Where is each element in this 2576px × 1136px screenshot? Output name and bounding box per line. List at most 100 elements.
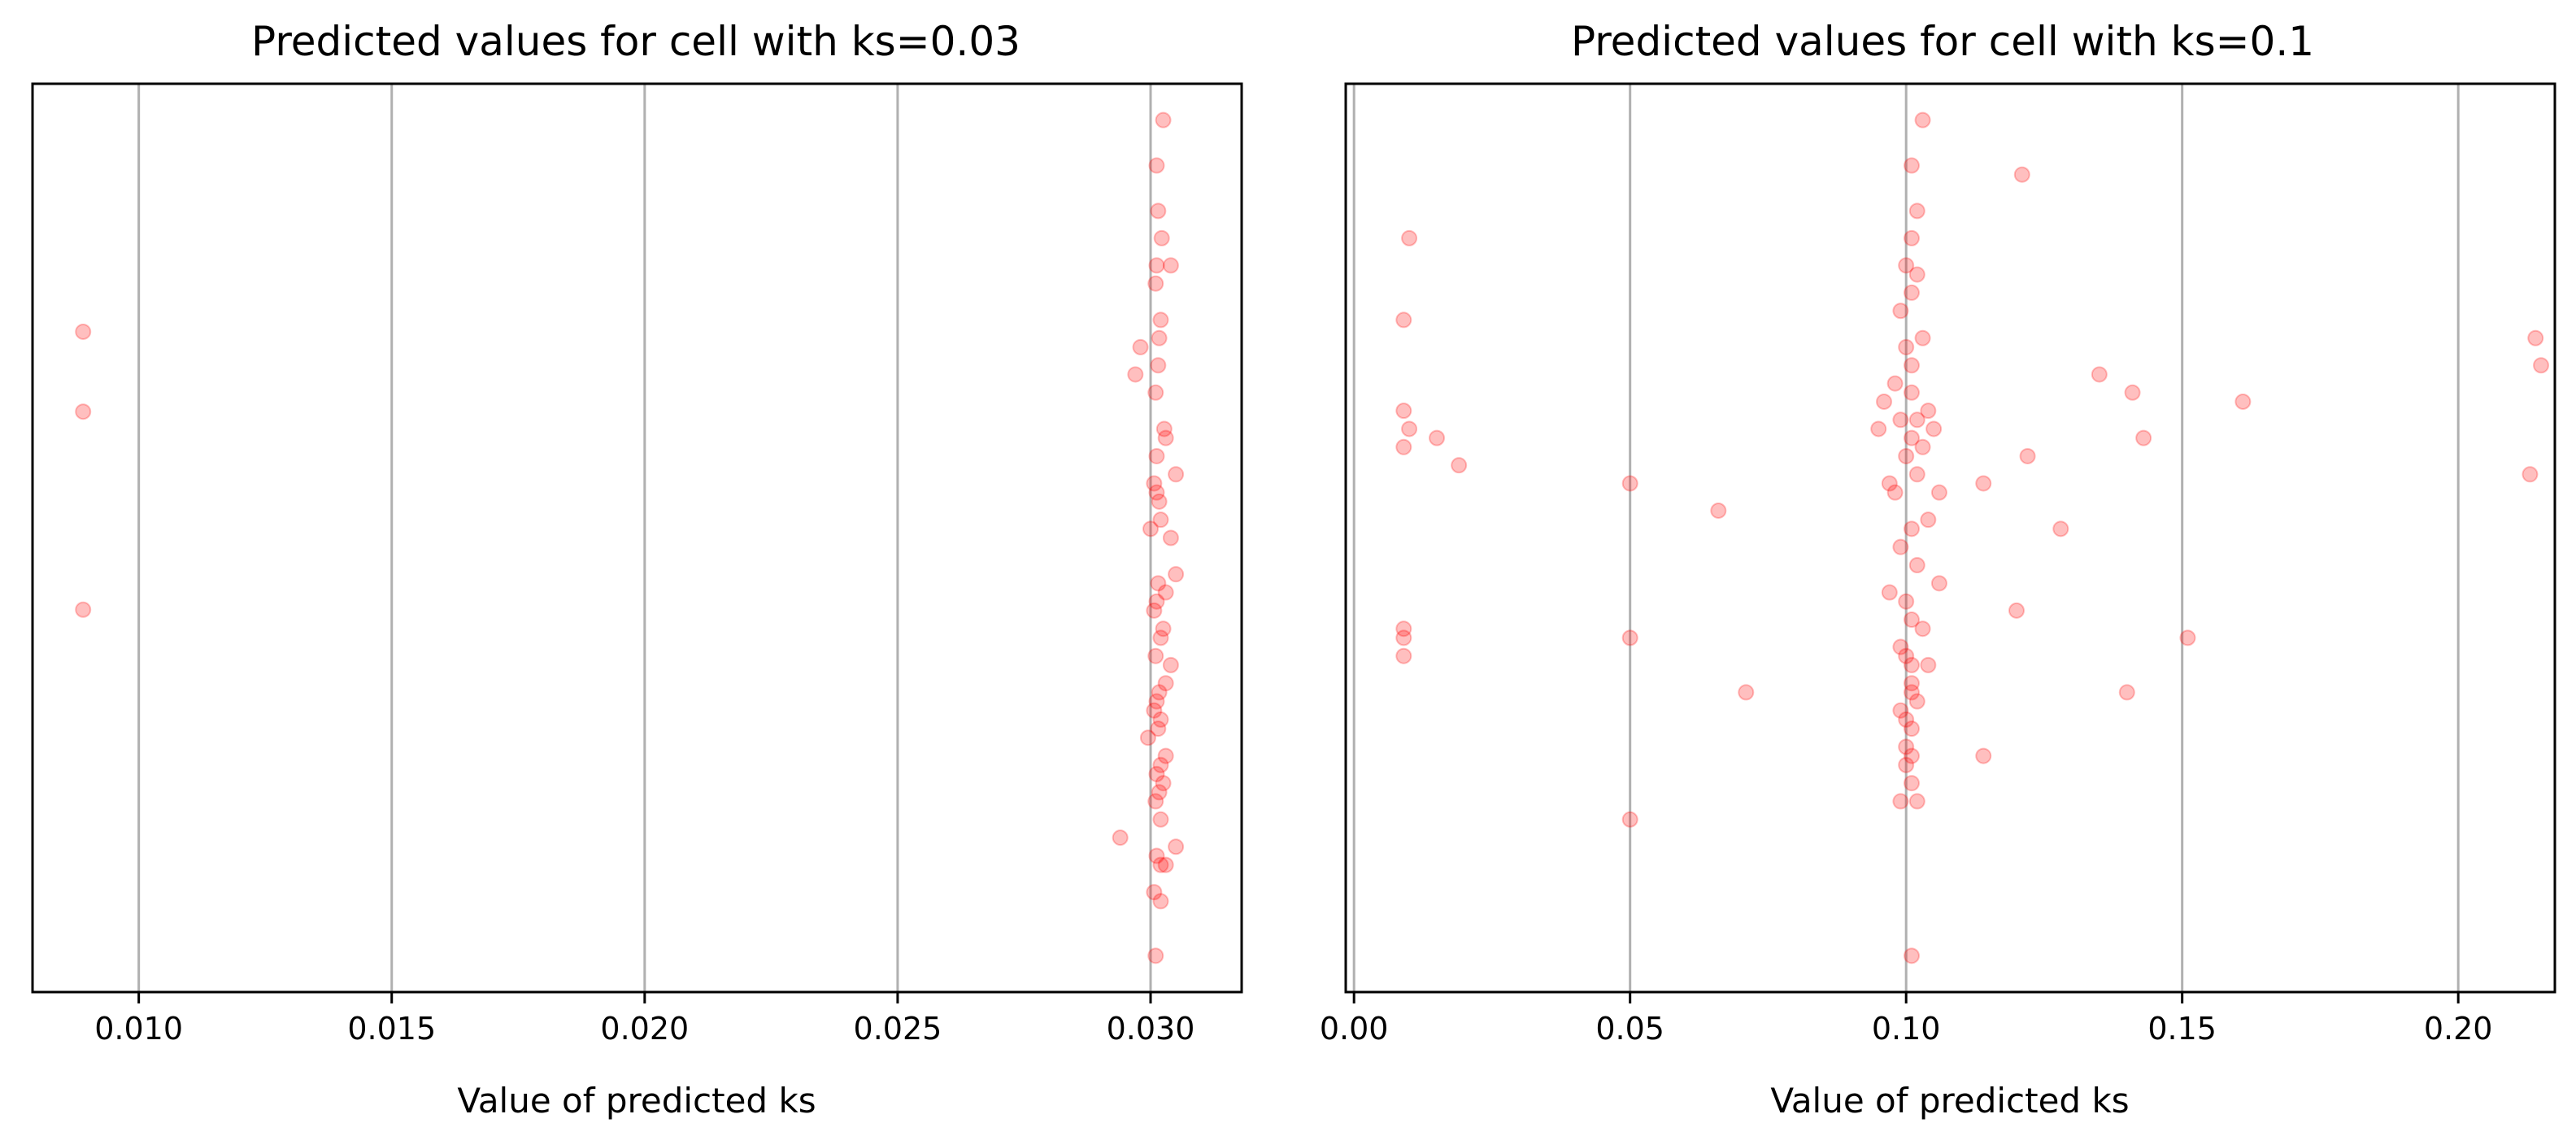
chart-right: Predicted values for cell with ks=0.1 0.… xyxy=(1320,18,2556,1121)
data-point xyxy=(1920,403,1937,420)
data-point xyxy=(1914,620,1931,638)
data-point xyxy=(1908,466,1925,483)
data-point xyxy=(2527,329,2544,346)
chart-right-title: Predicted values for cell with ks=0.1 xyxy=(1571,18,2314,65)
data-point xyxy=(2013,166,2030,183)
x-tick-label: 0.20 xyxy=(2424,1011,2493,1047)
chart-right-xticks: 0.00 0.05 0.10 0.15 0.20 xyxy=(1320,992,2493,1047)
data-point xyxy=(1152,711,1169,728)
x-tick-label: 0.15 xyxy=(2147,1011,2217,1047)
data-point xyxy=(1621,811,1638,828)
data-point xyxy=(1152,893,1169,910)
data-point xyxy=(1710,502,1727,519)
data-point xyxy=(1930,575,1947,592)
data-point xyxy=(1401,420,1418,437)
data-point xyxy=(1876,393,1893,410)
data-point xyxy=(1892,793,1909,810)
data-point xyxy=(1903,656,1920,673)
data-point xyxy=(1920,511,1937,529)
data-point xyxy=(1886,375,1904,392)
data-point xyxy=(1155,775,1172,792)
data-point xyxy=(2118,684,2135,701)
data-point xyxy=(1898,257,1915,274)
data-point xyxy=(1908,693,1925,710)
data-point xyxy=(1395,647,1412,664)
chart-left-grid xyxy=(137,84,1152,992)
data-point xyxy=(1150,720,1167,738)
data-point xyxy=(1738,684,1755,701)
data-point xyxy=(1914,111,1931,128)
chart-left-xticks: 0.010 0.015 0.020 0.025 0.030 xyxy=(94,992,1194,1047)
data-point xyxy=(1914,438,1931,455)
data-point xyxy=(1147,384,1164,401)
data-point xyxy=(1151,784,1168,801)
data-point xyxy=(1930,484,1947,501)
data-point xyxy=(1155,420,1173,437)
data-point xyxy=(1148,847,1165,864)
x-tick-label: 0.015 xyxy=(347,1011,436,1047)
data-point xyxy=(1903,775,1920,792)
data-point xyxy=(1395,311,1412,329)
data-point xyxy=(1892,411,1909,429)
data-point xyxy=(1153,229,1170,246)
data-point xyxy=(1168,466,1185,483)
data-point xyxy=(1903,229,1920,246)
data-point xyxy=(1451,457,1468,474)
data-point xyxy=(1892,538,1909,555)
data-point xyxy=(1152,756,1169,773)
x-tick-label: 0.05 xyxy=(1595,1011,1664,1047)
data-point xyxy=(1903,612,1920,629)
data-point xyxy=(2179,629,2196,646)
data-point xyxy=(1157,856,1174,873)
chart-left-title: Predicted values for cell with ks=0.03 xyxy=(251,18,1020,65)
data-point xyxy=(1147,275,1164,292)
data-point xyxy=(1395,629,1412,646)
data-point xyxy=(75,323,92,340)
data-point xyxy=(1395,438,1412,455)
data-point xyxy=(1898,447,1915,464)
data-point xyxy=(1898,338,1915,355)
data-point xyxy=(2135,429,2152,446)
data-point xyxy=(1146,702,1163,719)
data-point xyxy=(1903,675,1920,692)
x-tick-label: 0.025 xyxy=(854,1011,942,1047)
data-point xyxy=(1152,629,1169,646)
data-point xyxy=(1903,384,1920,401)
chart-right-points xyxy=(1395,111,2550,964)
data-point xyxy=(1148,484,1165,501)
data-point xyxy=(2008,602,2025,619)
data-point xyxy=(1621,629,1638,646)
data-point xyxy=(1152,811,1169,828)
chart-left: Predicted values for cell with ks=0.03 0… xyxy=(31,18,1243,1121)
data-point xyxy=(1898,756,1915,773)
data-point xyxy=(1908,266,1925,283)
x-tick-label: 0.030 xyxy=(1107,1011,1195,1047)
data-point xyxy=(1881,475,1898,492)
data-point xyxy=(1151,329,1168,346)
data-point xyxy=(1908,202,1925,220)
data-point xyxy=(1146,475,1163,492)
x-tick-label: 0.00 xyxy=(1320,1011,1389,1047)
data-point xyxy=(1146,884,1163,901)
data-point xyxy=(2522,466,2539,483)
data-point xyxy=(1162,656,1179,673)
chart-left-points xyxy=(75,111,1185,964)
data-point xyxy=(1395,620,1412,638)
data-point xyxy=(1155,620,1172,638)
data-point xyxy=(1903,284,1920,301)
data-point xyxy=(1148,765,1165,782)
data-point xyxy=(1112,829,1129,847)
data-point xyxy=(1151,493,1168,510)
data-point xyxy=(2533,357,2550,374)
data-point xyxy=(1903,947,1920,964)
data-point xyxy=(1157,584,1174,601)
data-point xyxy=(1870,420,1887,437)
data-point xyxy=(1150,202,1167,220)
data-point xyxy=(1892,302,1909,320)
data-point xyxy=(1908,793,1925,810)
data-point xyxy=(1898,738,1915,755)
data-point xyxy=(1151,684,1168,701)
chart-right-axes xyxy=(1344,82,2556,994)
data-point xyxy=(1395,403,1412,420)
